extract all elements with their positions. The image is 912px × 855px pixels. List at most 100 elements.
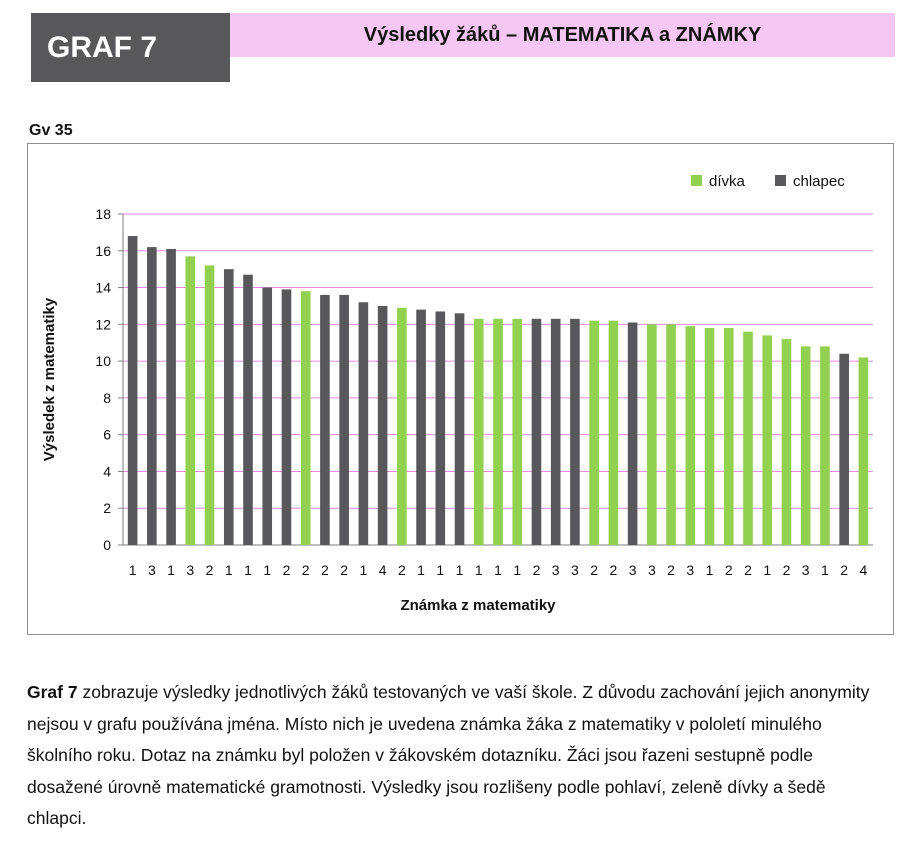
bar bbox=[127, 236, 138, 546]
legend-swatch bbox=[691, 175, 702, 186]
bar bbox=[550, 318, 561, 545]
chart-description: Graf 7 zobrazuje výsledky jednotlivých ž… bbox=[27, 677, 887, 835]
y-tick-label: 0 bbox=[103, 537, 111, 553]
bar bbox=[262, 287, 273, 545]
x-tick-label: 2 bbox=[283, 562, 291, 578]
x-tick-label: 1 bbox=[225, 562, 233, 578]
y-axis-title: Výsledek z matematiky bbox=[41, 297, 58, 461]
y-tick-label: 8 bbox=[103, 390, 111, 406]
x-tick-label: 1 bbox=[513, 562, 521, 578]
x-tick-label: 2 bbox=[302, 562, 310, 578]
x-tick-label: 3 bbox=[648, 562, 656, 578]
x-tick-label: 3 bbox=[186, 562, 194, 578]
bar bbox=[723, 328, 734, 545]
x-tick-label: 1 bbox=[244, 562, 252, 578]
x-tick-label: 2 bbox=[840, 562, 848, 578]
x-tick-label: 2 bbox=[398, 562, 406, 578]
bar bbox=[358, 302, 369, 545]
x-tick-label: 1 bbox=[821, 562, 829, 578]
y-tick-label: 16 bbox=[95, 243, 111, 259]
y-tick-label: 14 bbox=[95, 280, 111, 296]
x-tick-label: 4 bbox=[859, 562, 867, 578]
x-tick-label: 2 bbox=[667, 562, 675, 578]
bar bbox=[397, 307, 407, 545]
x-tick-label: 3 bbox=[552, 562, 560, 578]
bar bbox=[223, 269, 234, 545]
x-tick-label: 2 bbox=[340, 562, 348, 578]
x-tick-label: 2 bbox=[206, 562, 214, 578]
bar bbox=[685, 326, 696, 545]
legend-label: dívka bbox=[709, 173, 746, 190]
x-tick-label: 3 bbox=[802, 562, 810, 578]
bar bbox=[781, 339, 792, 545]
x-tick-label: 1 bbox=[417, 562, 425, 578]
x-tick-label: 1 bbox=[706, 562, 714, 578]
bar bbox=[300, 291, 311, 545]
bar bbox=[608, 320, 619, 545]
y-tick-label: 6 bbox=[103, 427, 111, 443]
bar bbox=[377, 305, 388, 545]
x-tick-label: 1 bbox=[129, 562, 137, 578]
bar bbox=[339, 294, 349, 545]
description-text: zobrazuje výsledky jednotlivých žáků tes… bbox=[27, 682, 870, 828]
bar bbox=[800, 346, 811, 545]
y-tick-label: 18 bbox=[95, 206, 111, 222]
x-tick-label: 1 bbox=[494, 562, 502, 578]
description-lead: Graf 7 bbox=[27, 682, 78, 702]
x-tick-label: 1 bbox=[359, 562, 367, 578]
x-tick-label: 2 bbox=[533, 562, 541, 578]
x-tick-label: 1 bbox=[167, 562, 175, 578]
bar bbox=[570, 318, 580, 545]
bar bbox=[512, 318, 523, 545]
x-tick-label: 1 bbox=[475, 562, 483, 578]
y-tick-label: 4 bbox=[103, 463, 111, 479]
x-axis-title: Známka z matematiky bbox=[400, 597, 556, 614]
x-tick-label: 1 bbox=[763, 562, 771, 578]
x-tick-label: 3 bbox=[629, 562, 637, 578]
graph-title: Výsledky žáků – MATEMATIKA a ZNÁMKY bbox=[363, 23, 762, 46]
graph-title-band: Výsledky žáků – MATEMATIKA a ZNÁMKY bbox=[230, 13, 895, 57]
bar bbox=[454, 313, 465, 545]
bar bbox=[743, 331, 753, 545]
bar bbox=[858, 357, 869, 545]
bar bbox=[281, 289, 292, 545]
x-tick-label: 3 bbox=[148, 562, 156, 578]
x-tick-label: 4 bbox=[379, 562, 387, 578]
x-tick-label: 3 bbox=[571, 562, 579, 578]
x-tick-label: 1 bbox=[263, 562, 271, 578]
y-tick-label: 2 bbox=[103, 500, 111, 516]
bar bbox=[839, 353, 849, 545]
chart-code: Gv 35 bbox=[29, 122, 73, 139]
x-tick-label: 2 bbox=[725, 562, 733, 578]
bar bbox=[762, 335, 773, 545]
legend-swatch bbox=[775, 175, 786, 186]
description-paragraph: Graf 7 zobrazuje výsledky jednotlivých ž… bbox=[27, 677, 887, 835]
x-tick-label: 1 bbox=[456, 562, 464, 578]
bar bbox=[473, 318, 484, 545]
x-tick-label: 2 bbox=[783, 562, 791, 578]
bar bbox=[204, 265, 215, 545]
graph-number-badge: GRAF 7 bbox=[31, 13, 230, 82]
bar bbox=[493, 318, 503, 545]
bar bbox=[320, 294, 330, 545]
bar bbox=[820, 346, 830, 545]
x-tick-label: 1 bbox=[436, 562, 444, 578]
bar bbox=[704, 328, 715, 545]
x-tick-label: 2 bbox=[744, 562, 752, 578]
bar bbox=[627, 322, 638, 545]
graph-number: GRAF 7 bbox=[47, 30, 158, 64]
bar bbox=[666, 324, 676, 545]
x-tick-label: 3 bbox=[686, 562, 694, 578]
x-tick-label: 2 bbox=[321, 562, 329, 578]
bar bbox=[243, 274, 253, 545]
chart-frame: 0 2 4 6 8 10 12 14 16 18 1 3 1 3 2 1 1 1 2 2 2 2 1 4 2 1 1 1 1 1 1 2 3 3 2… bbox=[27, 143, 894, 635]
legend-label: chlapec bbox=[793, 173, 845, 190]
bar bbox=[435, 311, 446, 545]
bar bbox=[647, 324, 657, 545]
bar bbox=[185, 256, 196, 545]
y-tick-label: 12 bbox=[95, 316, 111, 332]
x-tick-label: 2 bbox=[590, 562, 598, 578]
x-tick-label: 2 bbox=[609, 562, 617, 578]
bar bbox=[531, 318, 542, 545]
